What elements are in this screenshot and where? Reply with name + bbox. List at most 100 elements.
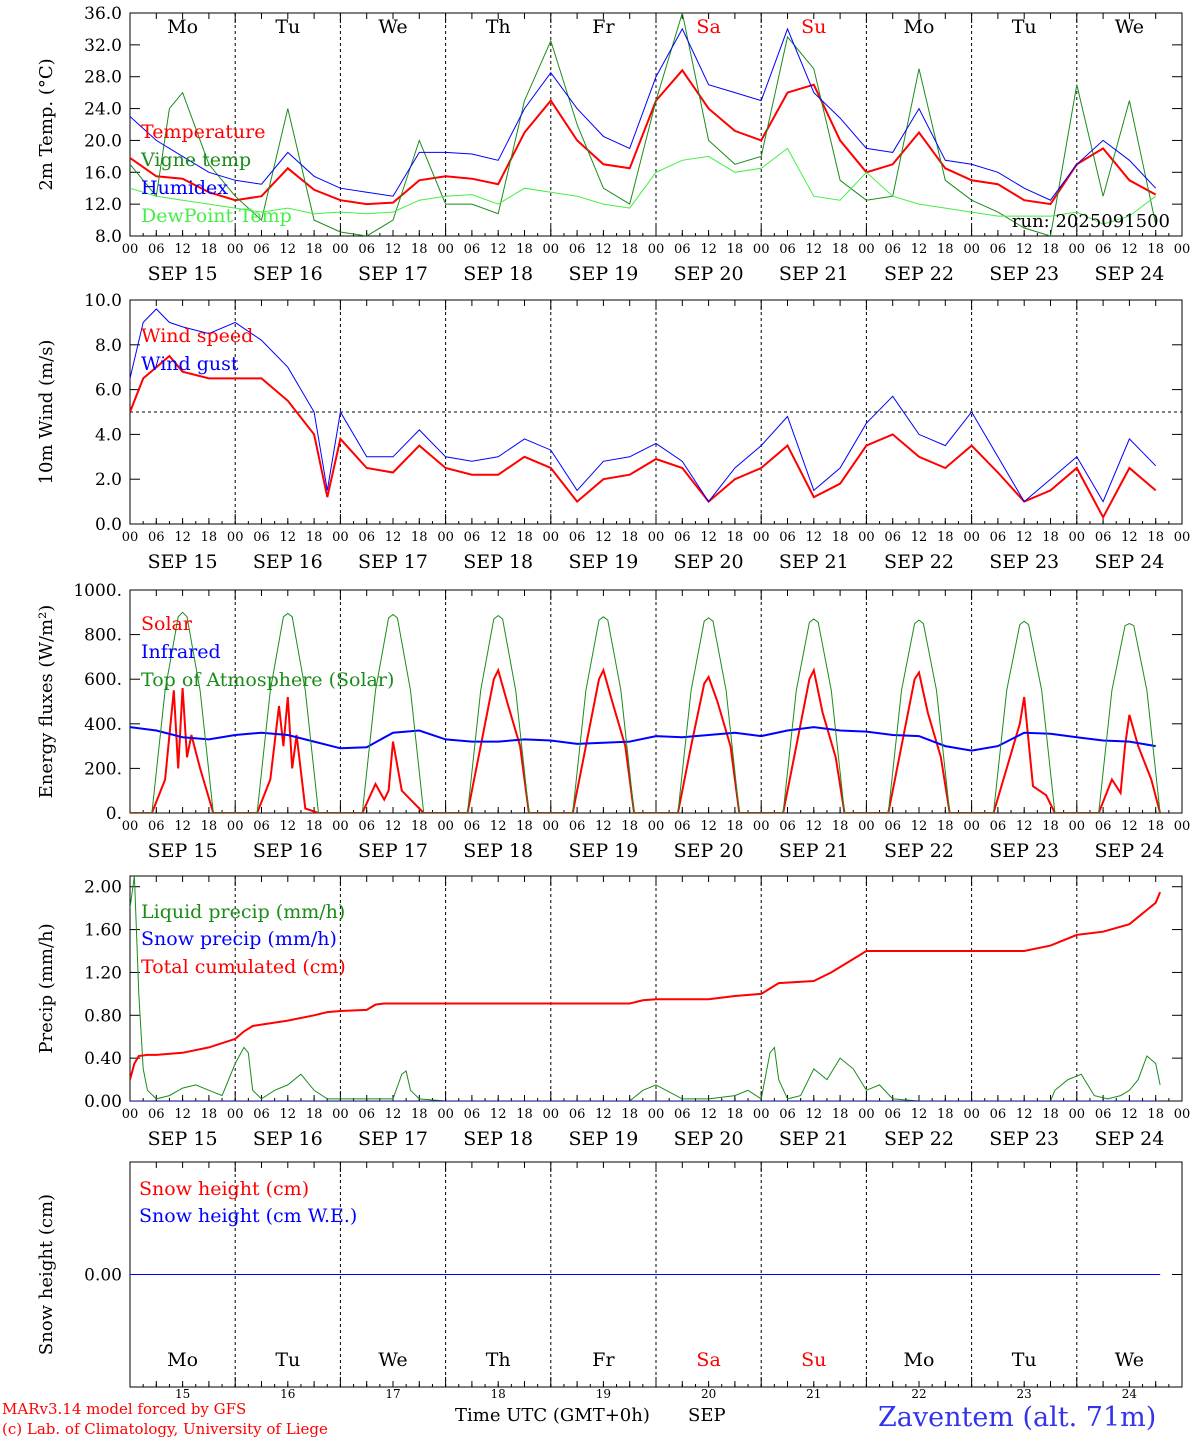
hour-tick-label: 00 [543, 530, 560, 545]
hour-tick-label: 00 [543, 1107, 560, 1122]
hour-tick-label: 18 [727, 530, 744, 545]
hour-tick-label: 12 [806, 819, 823, 834]
hour-tick-label: 18 [516, 819, 533, 834]
hour-tick-label: 06 [253, 819, 270, 834]
y-tick-label: 10.0 [84, 291, 122, 311]
hour-tick-label: 06 [148, 819, 165, 834]
hour-tick-label: 00 [332, 242, 349, 257]
legend-entry: Total cumulated (cm) [141, 956, 346, 978]
day-number-label: 21 [806, 1387, 821, 1401]
y-axis-label: 10m Wind (m/s) [36, 340, 57, 485]
legend-entry: DewPoint Temp [141, 205, 292, 227]
date-label: SEP 18 [463, 1128, 533, 1150]
hour-tick-label: 00 [963, 242, 980, 257]
hour-tick-label: 06 [569, 242, 586, 257]
hour-tick-label: 18 [411, 1107, 428, 1122]
x-axis-month: SEP [688, 1405, 726, 1426]
hour-tick-label: 12 [806, 1107, 823, 1122]
y-tick-label: 0.0 [95, 515, 122, 535]
day-name-label: Mo [167, 1349, 198, 1371]
date-label: SEP 18 [463, 263, 533, 285]
day-name-label: Th [486, 1349, 511, 1371]
hour-tick-label: 06 [674, 530, 691, 545]
hour-tick-label: 00 [1069, 530, 1086, 545]
hour-tick-label: 18 [1147, 242, 1164, 257]
legend-entry: Wind gust [141, 353, 239, 375]
hour-tick-label: 12 [806, 242, 823, 257]
y-tick-label: 8.0 [95, 336, 122, 356]
day-name-label: Tu [1012, 1349, 1037, 1371]
day-name-label: We [1115, 1349, 1144, 1371]
hour-tick-label: 06 [464, 819, 481, 834]
date-label: SEP 16 [253, 551, 323, 573]
hour-tick-label: 06 [884, 530, 901, 545]
hour-tick-label: 18 [621, 530, 638, 545]
hour-tick-label: 00 [227, 819, 244, 834]
day-name-label: Su [801, 16, 826, 38]
hour-tick-label: 18 [621, 1107, 638, 1122]
date-label: SEP 21 [779, 840, 849, 862]
legend-entry: Temperature [141, 121, 265, 143]
x-axis-label: Time UTC (GMT+0h) [455, 1405, 650, 1426]
hour-tick-label: 00 [753, 530, 770, 545]
date-label: SEP 24 [1094, 263, 1164, 285]
date-label: SEP 20 [674, 1128, 744, 1150]
hour-tick-label: 06 [990, 1107, 1007, 1122]
hour-tick-label: 06 [884, 1107, 901, 1122]
hour-tick-label: 18 [1042, 1107, 1059, 1122]
date-label: SEP 16 [253, 840, 323, 862]
hour-tick-label: 12 [911, 819, 928, 834]
date-label: SEP 23 [989, 840, 1059, 862]
hour-tick-label: 06 [358, 242, 375, 257]
hour-tick-label: 18 [1147, 819, 1164, 834]
hour-tick-label: 00 [1069, 819, 1086, 834]
hour-tick-label: 18 [621, 819, 638, 834]
date-label: SEP 20 [674, 840, 744, 862]
hour-tick-label: 18 [201, 1107, 218, 1122]
hour-tick-label: 00 [1174, 1107, 1191, 1122]
hour-tick-label: 06 [569, 819, 586, 834]
hour-tick-label: 18 [516, 530, 533, 545]
hour-tick-label: 18 [201, 242, 218, 257]
legend-entry: Snow precip (mm/h) [141, 928, 337, 950]
legend-entry: Liquid precip (mm/h) [141, 901, 345, 923]
day-name-label: Sa [696, 1349, 720, 1371]
day-name-label: Mo [167, 16, 198, 38]
hour-tick-label: 00 [1069, 1107, 1086, 1122]
day-name-label: Tu [1012, 16, 1037, 38]
hour-tick-label: 06 [1095, 242, 1112, 257]
hour-tick-label: 00 [648, 530, 665, 545]
y-axis-label: Precip (mm/h) [36, 923, 57, 1053]
legend-entry: Top of Atmosphere (Solar) [141, 669, 394, 691]
hour-tick-label: 06 [358, 1107, 375, 1122]
hour-tick-label: 06 [674, 242, 691, 257]
hour-tick-label: 00 [437, 1107, 454, 1122]
hour-tick-label: 00 [858, 819, 875, 834]
series-line [130, 68, 1157, 206]
hour-tick-label: 00 [648, 1107, 665, 1122]
date-label: SEP 15 [148, 263, 218, 285]
date-label: SEP 15 [148, 840, 218, 862]
hour-tick-label: 18 [1042, 242, 1059, 257]
hour-tick-label: 18 [1042, 530, 1059, 545]
hour-tick-label: 06 [1095, 530, 1112, 545]
hour-tick-label: 00 [227, 1107, 244, 1122]
hour-tick-label: 00 [1174, 819, 1191, 834]
y-tick-label: 200. [84, 759, 122, 779]
series-line [130, 876, 1161, 1101]
series-line [130, 891, 1162, 1080]
series-line [130, 308, 1157, 503]
series-line [130, 27, 1157, 201]
date-label: SEP 19 [568, 840, 638, 862]
hour-tick-label: 12 [385, 1107, 402, 1122]
hour-tick-label: 12 [280, 819, 297, 834]
y-tick-label: 4.0 [95, 425, 122, 445]
date-label: SEP 17 [358, 840, 428, 862]
hour-tick-label: 00 [122, 1107, 139, 1122]
hour-tick-label: 00 [858, 1107, 875, 1122]
day-name-label: Fr [592, 1349, 615, 1371]
hour-tick-label: 06 [1095, 1107, 1112, 1122]
hour-tick-label: 06 [884, 242, 901, 257]
day-number-label: 19 [596, 1387, 611, 1401]
hour-tick-label: 12 [911, 242, 928, 257]
